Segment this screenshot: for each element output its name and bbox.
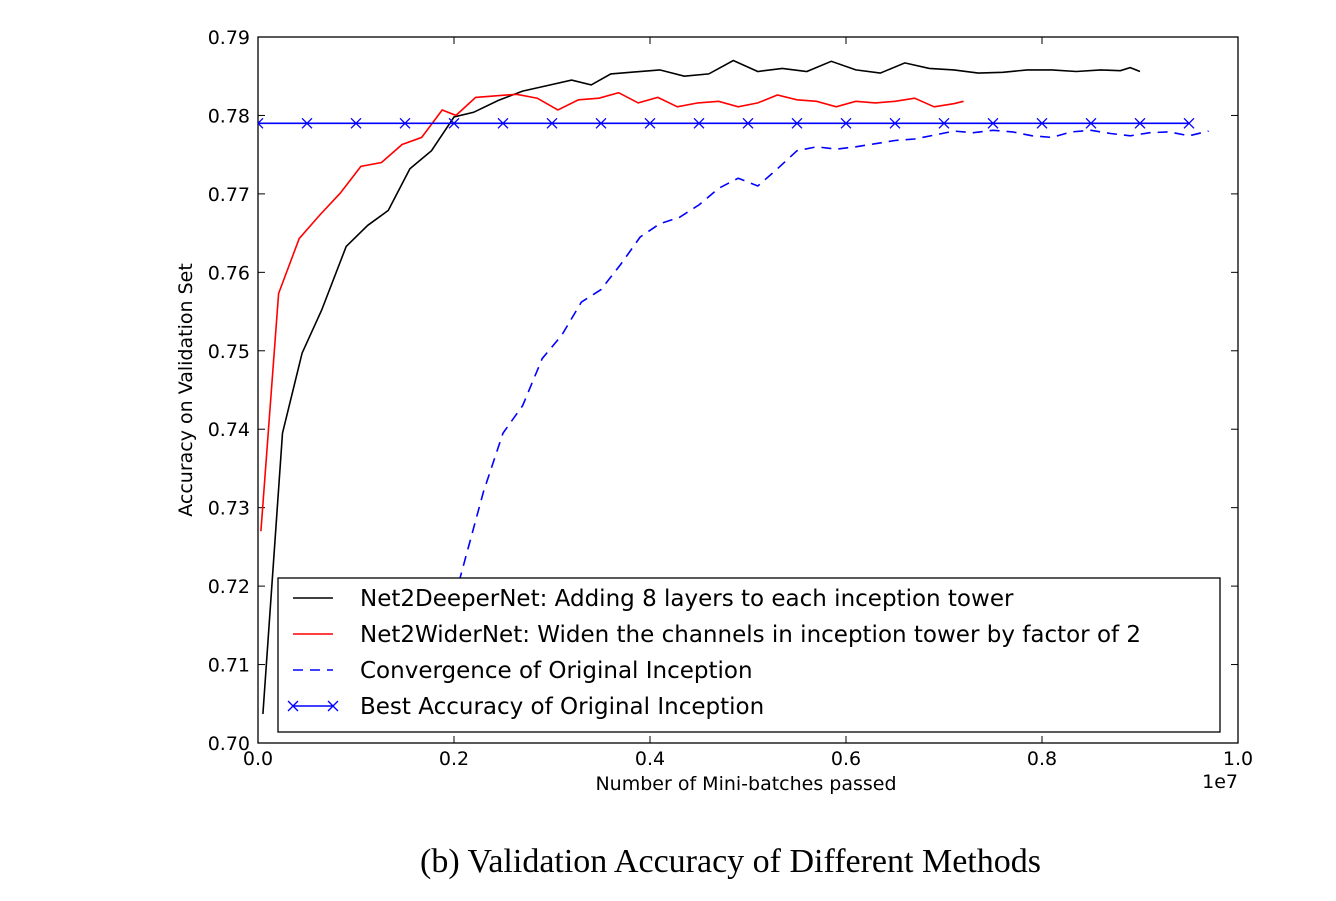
x-tick-label: 1.0 xyxy=(1223,748,1253,770)
series-layer xyxy=(258,59,1209,715)
x-marker xyxy=(399,117,411,129)
x-marker xyxy=(546,117,558,129)
x-tick-label: 0.4 xyxy=(635,748,665,770)
x-marker xyxy=(791,117,803,129)
x-marker xyxy=(693,117,705,129)
x-marker xyxy=(840,117,852,129)
y-tick-label: 0.78 xyxy=(208,105,250,127)
x-marker xyxy=(258,117,264,129)
y-tick-label: 0.73 xyxy=(208,498,250,520)
legend: Net2DeeperNet: Adding 8 layers to each i… xyxy=(277,577,1221,733)
axis-ticks: 0.0 0.2 0.4 0.6 0.8 1.0 0.70 0.71 0.72 0.73 0.74 0.… xyxy=(208,27,1253,770)
y-tick-label: 0.71 xyxy=(208,655,250,677)
x-marker xyxy=(1183,117,1195,129)
y-tick-label: 0.72 xyxy=(208,576,250,598)
x-marker xyxy=(301,117,313,129)
y-tick-label: 0.77 xyxy=(208,184,250,206)
legend-label-convergence: Convergence of Original Inception xyxy=(360,658,753,684)
legend-keys xyxy=(287,597,339,712)
x-marker xyxy=(1134,117,1146,129)
x-marker xyxy=(448,117,460,129)
x-axis-label: Number of Mini-batches passed xyxy=(595,773,896,795)
x-marker xyxy=(987,117,999,129)
legend-label-best: Best Accuracy of Original Inception xyxy=(360,694,764,720)
y-tick-label: 0.76 xyxy=(208,262,250,284)
legend-label-wider: Net2WiderNet: Widen the channels in ince… xyxy=(360,622,1141,648)
legend-frame xyxy=(277,577,1221,733)
figure-caption: (b) Validation Accuracy of Different Met… xyxy=(420,843,1041,880)
y-tick-label: 0.75 xyxy=(208,341,250,363)
y-tick-label: 0.70 xyxy=(208,733,250,755)
x-tick-label: 0.0 xyxy=(243,748,273,770)
y-tick-label: 0.74 xyxy=(208,419,250,441)
x-tick-label: 0.2 xyxy=(439,748,469,770)
legend-x-marker xyxy=(287,700,299,712)
legend-x-marker xyxy=(327,700,339,712)
x-tick-label: 0.6 xyxy=(831,748,861,770)
y-tick-label: 0.79 xyxy=(208,27,250,49)
x-marker xyxy=(350,117,362,129)
y-axis-label: Accuracy on Validation Set xyxy=(175,263,197,517)
x-marker xyxy=(889,117,901,129)
x-marker xyxy=(938,117,950,129)
x-marker xyxy=(1085,117,1097,129)
x-marker xyxy=(1036,117,1048,129)
x-marker xyxy=(644,117,656,129)
series-line-deeper xyxy=(262,59,1141,715)
x-marker xyxy=(595,117,607,129)
x-marker xyxy=(742,117,754,129)
x-offset-label: 1e7 xyxy=(1202,771,1238,793)
legend-label-deeper: Net2DeeperNet: Adding 8 layers to each i… xyxy=(360,586,1014,612)
series-line-wider xyxy=(260,91,964,532)
x-marker xyxy=(497,117,509,129)
x-tick-label: 0.8 xyxy=(1027,748,1057,770)
